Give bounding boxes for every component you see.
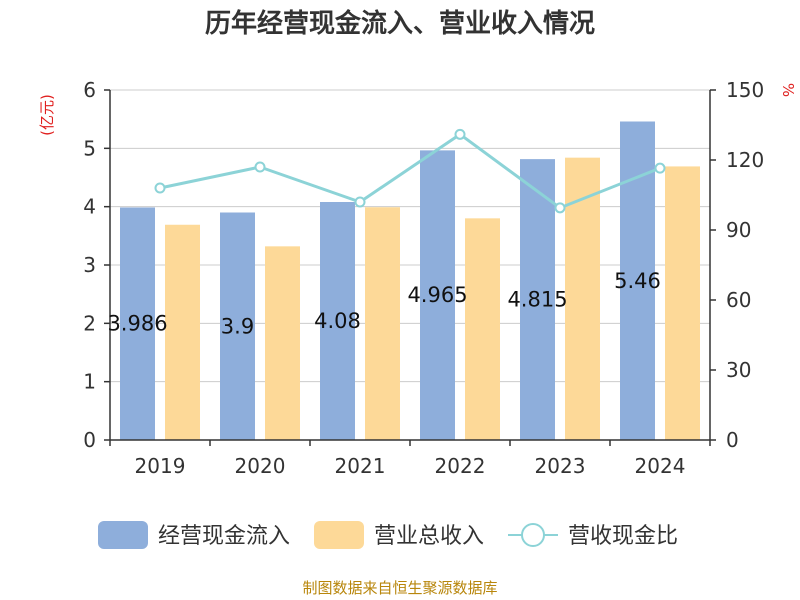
legend-marker xyxy=(521,523,545,547)
grid-lines xyxy=(110,89,710,383)
right-tick-label: 0 xyxy=(726,428,739,452)
bar-cash-inflow xyxy=(420,150,455,440)
ratio-line xyxy=(159,132,661,210)
x-tick-label: 2021 xyxy=(335,454,386,478)
right-tick-label: 60 xyxy=(726,288,751,312)
source-note: 制图数据来自恒生聚源数据库 xyxy=(302,579,497,597)
bar-value-label: 4.965 xyxy=(407,283,467,307)
x-tick-label: 2019 xyxy=(135,454,186,478)
right-tick-label: 90 xyxy=(726,218,751,242)
x-tick-label: 2023 xyxy=(535,454,586,478)
bar-cash-inflow xyxy=(620,121,655,440)
right-tick-label: 150 xyxy=(726,78,764,102)
ratio-point xyxy=(454,128,466,140)
legend-swatch xyxy=(314,521,364,549)
bar-cash-inflow xyxy=(120,207,155,440)
ratio-point xyxy=(354,196,366,208)
ratio-point xyxy=(654,162,666,174)
x-tick-label: 2020 xyxy=(235,454,286,478)
left-tick-label: 5 xyxy=(83,136,96,160)
left-tick-label: 2 xyxy=(83,311,96,335)
line-series xyxy=(154,128,666,214)
bar-revenue xyxy=(665,166,700,440)
left-tick-label: 4 xyxy=(83,195,96,219)
bar-revenue xyxy=(265,246,300,440)
data-labels: 3.986 3.9 4.08 4.965 4.815 5.46 xyxy=(107,269,660,339)
bar-revenue xyxy=(165,224,200,440)
bar-series xyxy=(120,121,700,440)
bar-revenue xyxy=(365,207,400,440)
left-tick-label: 1 xyxy=(83,370,96,394)
ratio-point xyxy=(154,182,166,194)
legend-swatch xyxy=(98,521,148,549)
ratio-point xyxy=(554,202,566,214)
chart-title: 历年经营现金流入、营业收入情况 xyxy=(205,8,595,39)
legend: 经营现金流入 营业总收入 营收现金比 xyxy=(98,521,678,549)
bar-revenue xyxy=(465,218,500,440)
bar-value-label: 5.46 xyxy=(614,269,661,293)
bar-cash-inflow xyxy=(220,212,255,440)
ratio-point xyxy=(254,161,266,173)
legend-label: 营收现金比 xyxy=(568,524,678,549)
legend-label: 营业总收入 xyxy=(374,524,484,549)
bar-value-label: 4.815 xyxy=(507,288,567,312)
right-tick-label: 120 xyxy=(726,148,764,172)
left-tick-label: 6 xyxy=(83,78,96,102)
right-axis-unit: % xyxy=(779,83,797,97)
bar-cash-inflow xyxy=(520,159,555,440)
bar-value-label: 4.08 xyxy=(314,309,361,333)
left-axis-unit: (亿元) xyxy=(38,94,56,136)
bar-value-label: 3.986 xyxy=(107,312,167,336)
x-tick-label: 2024 xyxy=(635,454,686,478)
x-tick-label: 2022 xyxy=(435,454,486,478)
right-tick-label: 30 xyxy=(726,358,751,382)
left-tick-label: 3 xyxy=(83,253,96,277)
left-tick-label: 0 xyxy=(83,428,96,452)
legend-label: 经营现金流入 xyxy=(158,524,290,549)
bar-value-label: 3.9 xyxy=(221,314,254,338)
bar-cash-inflow xyxy=(320,202,355,440)
